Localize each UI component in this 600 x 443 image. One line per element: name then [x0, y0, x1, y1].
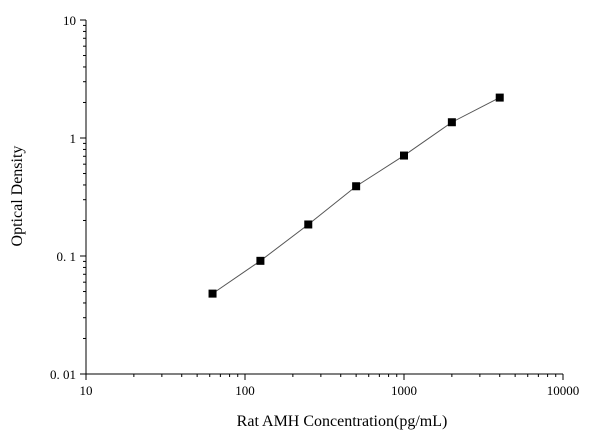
- data-point: [447, 118, 456, 127]
- y-axis-title: Optical Density: [9, 146, 26, 247]
- data-points: [208, 93, 504, 298]
- x-axis-ticks: 10 100 1000 10000: [80, 374, 580, 398]
- x-axis-title: Rat AMH Concentration(pg/mL): [237, 413, 448, 430]
- data-point: [400, 151, 408, 160]
- data-point: [495, 93, 504, 102]
- fit-curve: [212, 97, 500, 295]
- y-tick-label: 0. 1: [57, 249, 77, 264]
- y-tick-label: 0. 01: [50, 367, 76, 382]
- data-point: [352, 182, 361, 191]
- x-tick-label: 10000: [547, 383, 580, 398]
- axes: [85, 20, 563, 375]
- data-point: [256, 256, 265, 265]
- y-tick-label: 10: [63, 13, 76, 28]
- data-point: [208, 289, 217, 298]
- y-tick-label: 1: [70, 131, 77, 146]
- y-axis-ticks: 0. 01 0. 1 1 10: [50, 13, 86, 382]
- x-tick-label: 10: [80, 383, 93, 398]
- x-tick-label: 1000: [391, 383, 417, 398]
- x-tick-label: 100: [235, 383, 255, 398]
- data-point: [304, 220, 313, 229]
